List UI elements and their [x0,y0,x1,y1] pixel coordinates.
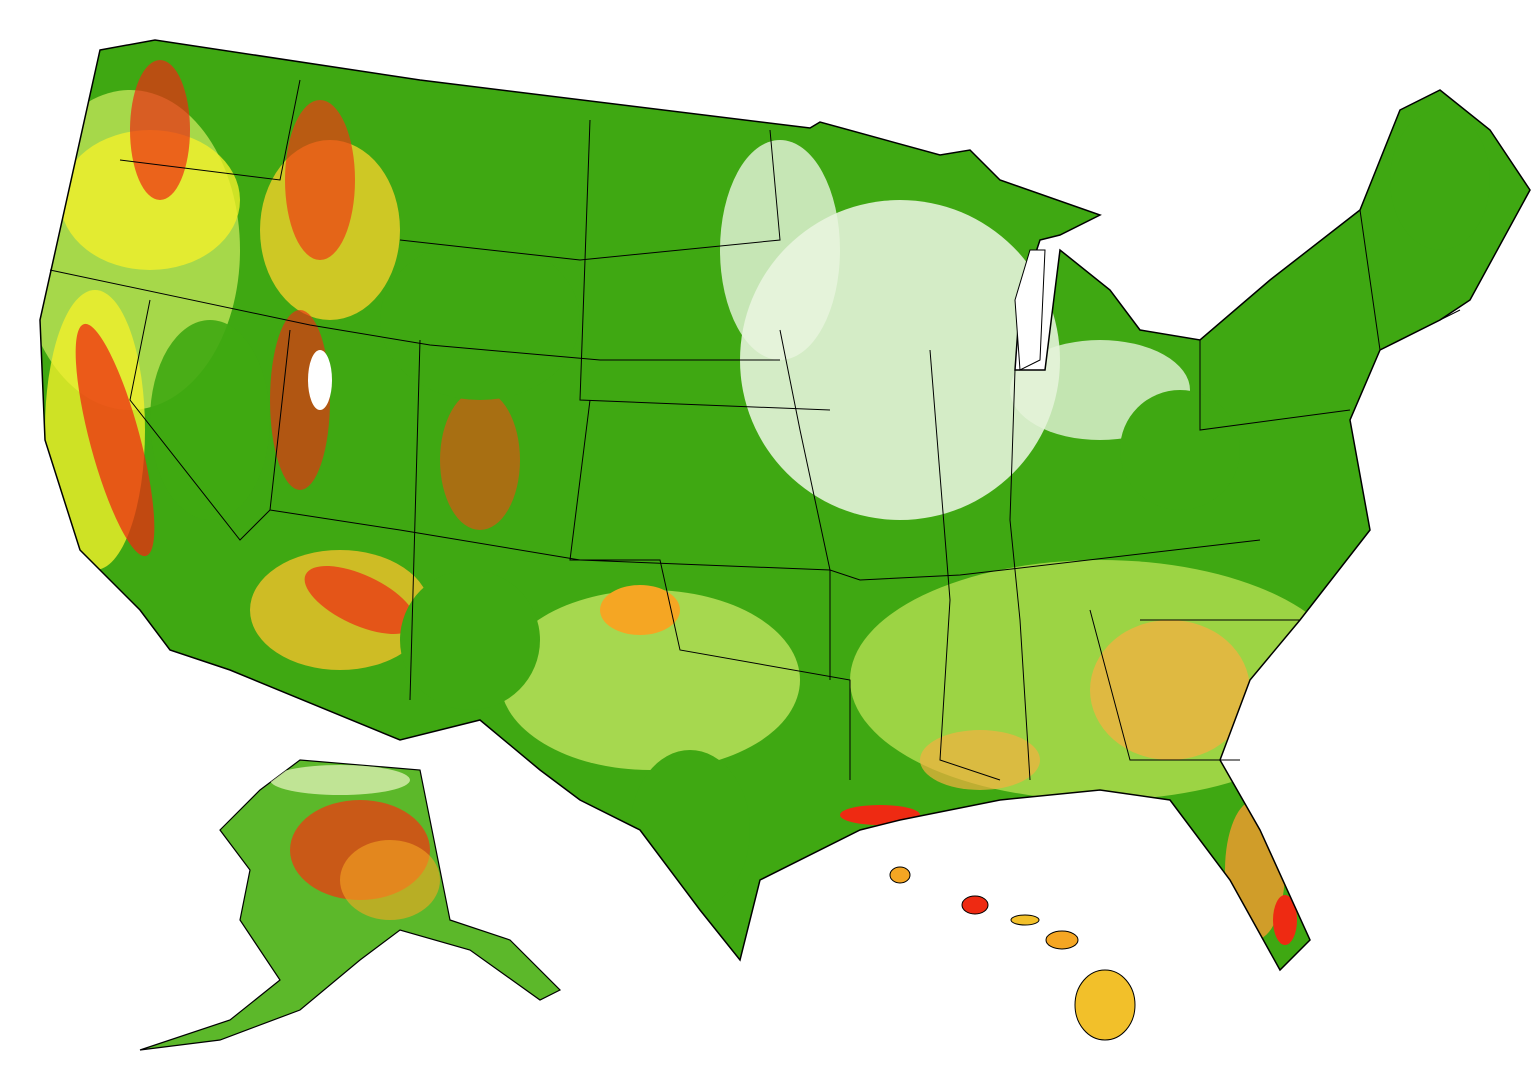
molokai [1010,914,1040,926]
green-wyoming [380,240,580,400]
green-texas [630,750,750,910]
green-appalachia [1120,390,1240,510]
alaska-pale-north [270,765,410,795]
conus-outline [39,39,1531,972]
red-sierra [75,323,155,557]
maui [1045,930,1079,950]
yellow-oregon [60,130,240,270]
big-island [1074,969,1136,1041]
lake-michigan [1014,249,1046,371]
hawaii [889,866,1136,1041]
oahu [961,895,989,915]
alaska-orange [340,840,440,920]
red-gulf-coast [840,805,920,825]
green-maine [1390,110,1490,250]
orange-georgia [1090,620,1250,760]
state-borders [49,79,1461,781]
orange-oklahoma [600,585,680,635]
great-salt-lake [308,350,332,410]
red-colorado [440,390,520,530]
red-south-florida [1273,895,1297,945]
light-green-texas [500,590,800,770]
kauai [889,866,911,884]
contiguous-us [39,39,1531,972]
orange-alabama [920,730,1040,790]
conus-overlays [40,60,1490,945]
red-arizona-rim [304,565,416,635]
green-new-mexico [400,570,540,710]
green-nevada [150,320,270,520]
sparse-cover-plains [720,140,840,360]
alaska-base [139,759,562,1051]
alaska [139,759,562,1051]
red-idaho [285,100,355,260]
red-cascades [130,60,190,200]
